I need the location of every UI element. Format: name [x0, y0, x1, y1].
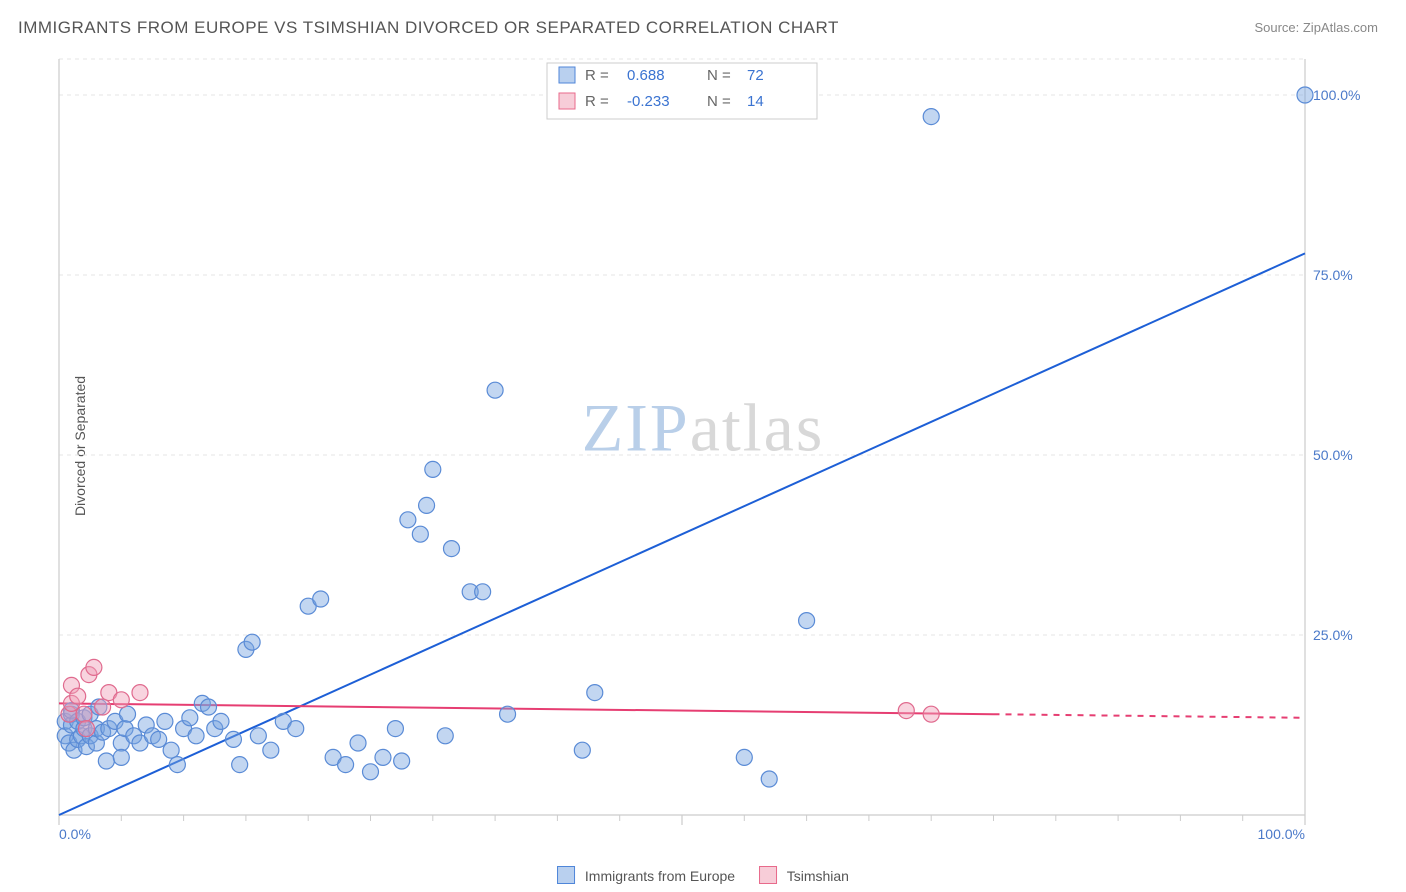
scatter-chart: 0.0% 100.0% 25.0% 50.0% 75.0% 100.0% R = 0.688 N… [55, 55, 1375, 845]
source-attribution: Source: ZipAtlas.com [1254, 20, 1378, 35]
svg-text:R =: R = [585, 67, 609, 84]
svg-text:14: 14 [747, 93, 764, 110]
svg-text:25.0%: 25.0% [1313, 627, 1353, 643]
chart-title: IMMIGRANTS FROM EUROPE VS TSIMSHIAN DIVO… [18, 18, 839, 38]
source-label: Source: [1254, 20, 1302, 35]
square-swatch-icon [759, 866, 777, 884]
svg-text:0.0%: 0.0% [59, 826, 91, 842]
svg-text:N =: N = [707, 67, 731, 84]
svg-text:-0.233: -0.233 [627, 93, 670, 110]
legend-item-europe: Immigrants from Europe [557, 866, 735, 884]
svg-text:N =: N = [707, 93, 731, 110]
svg-text:R =: R = [585, 93, 609, 110]
legend-label: Tsimshian [787, 868, 849, 884]
svg-text:75.0%: 75.0% [1313, 267, 1353, 283]
svg-text:50.0%: 50.0% [1313, 447, 1353, 463]
chart-area: 0.0% 100.0% 25.0% 50.0% 75.0% 100.0% R = 0.688 N… [55, 55, 1386, 852]
svg-text:72: 72 [747, 67, 764, 84]
legend-item-tsimshian: Tsimshian [759, 866, 849, 884]
legend-label: Immigrants from Europe [585, 868, 735, 884]
svg-text:100.0%: 100.0% [1313, 87, 1360, 103]
svg-text:0.688: 0.688 [627, 67, 665, 84]
bottom-legend: Immigrants from Europe Tsimshian [557, 866, 849, 884]
svg-text:100.0%: 100.0% [1258, 826, 1305, 842]
source-link[interactable]: ZipAtlas.com [1303, 20, 1378, 35]
square-swatch-icon [557, 866, 575, 884]
